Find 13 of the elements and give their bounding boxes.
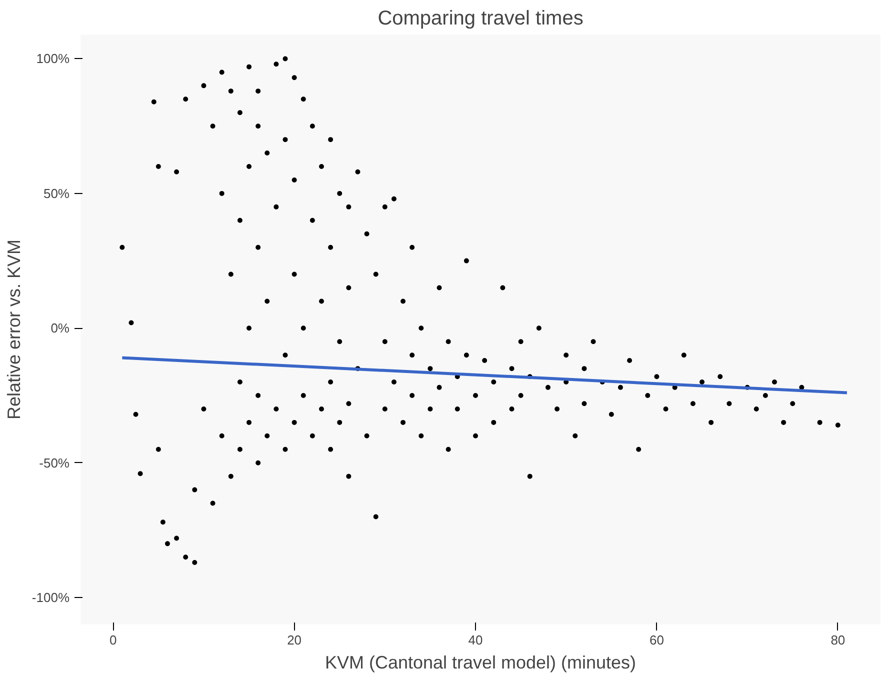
x-tick-label: 60	[649, 632, 664, 648]
x-tick-label: 80	[830, 632, 846, 648]
x-tick-label: 20	[287, 632, 302, 648]
y-tick-label: 0%	[50, 320, 70, 336]
y-axis-title: Relative error vs. KVM	[4, 239, 24, 420]
chart-title: Comparing travel times	[378, 8, 584, 30]
y-tick-label: 100%	[36, 51, 70, 66]
x-axis-title: KVM (Cantonal travel model) (minutes)	[324, 652, 636, 672]
y-tick-label: -50%	[39, 455, 70, 470]
y-tick-label: -100%	[32, 590, 70, 606]
y-tick-label: 50%	[43, 186, 70, 201]
x-tick-label: 0	[110, 632, 117, 648]
x-tick-label: 40	[468, 632, 483, 648]
